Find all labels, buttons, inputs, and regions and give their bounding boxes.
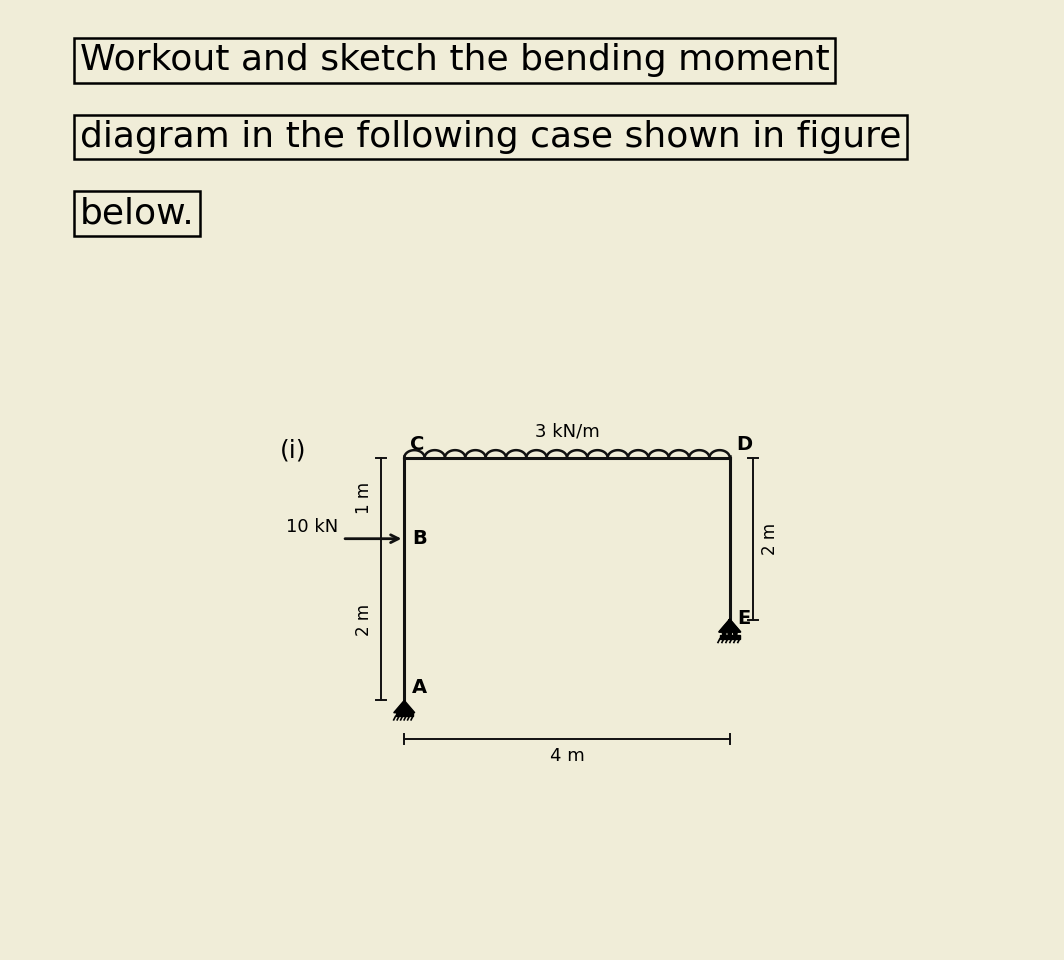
Text: 2 m: 2 m	[761, 522, 779, 555]
Circle shape	[728, 632, 731, 636]
Text: A: A	[412, 678, 427, 697]
Text: (i): (i)	[280, 438, 306, 462]
Circle shape	[722, 632, 726, 636]
Text: 1 m: 1 m	[355, 482, 373, 515]
Text: 4 m: 4 m	[550, 747, 584, 764]
Text: B: B	[412, 529, 427, 548]
Text: diagram in the following case shown in figure: diagram in the following case shown in f…	[80, 120, 901, 154]
Text: C: C	[411, 435, 425, 454]
Text: 2 m: 2 m	[355, 604, 373, 636]
Circle shape	[733, 632, 737, 636]
Text: below.: below.	[80, 197, 195, 230]
Text: E: E	[737, 609, 751, 628]
Text: 10 kN: 10 kN	[286, 517, 338, 536]
Text: D: D	[736, 435, 752, 454]
Polygon shape	[394, 701, 415, 712]
Polygon shape	[719, 619, 741, 632]
Text: Workout and sketch the bending moment: Workout and sketch the bending moment	[80, 43, 830, 77]
Bar	[720, 636, 739, 638]
Bar	[396, 712, 413, 716]
Text: 3 kN/m: 3 kN/m	[534, 423, 599, 441]
